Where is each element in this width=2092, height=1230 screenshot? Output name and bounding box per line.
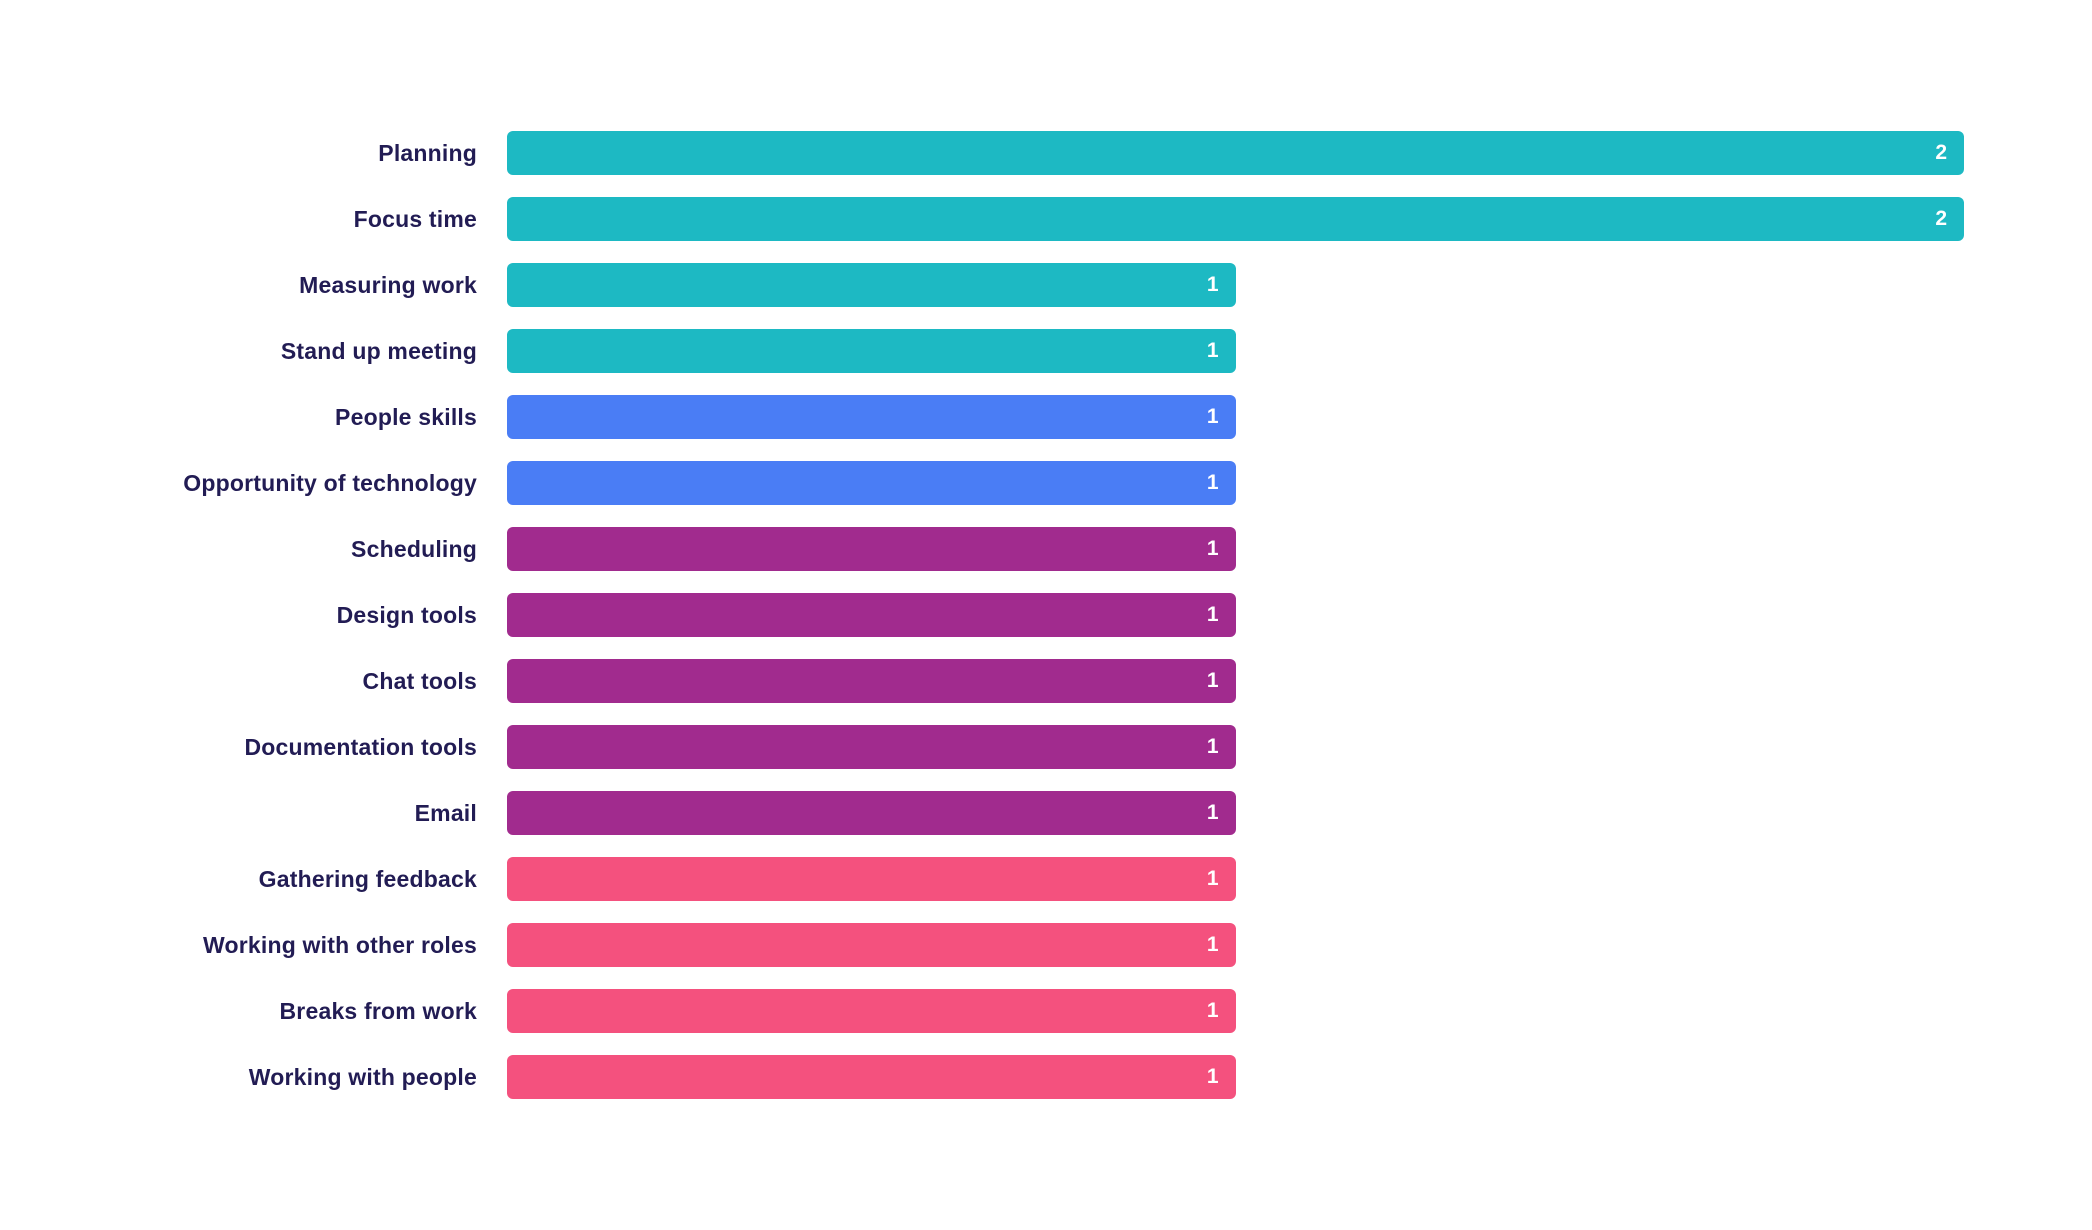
bar: 1 bbox=[507, 329, 1236, 373]
category-label: People skills bbox=[335, 403, 477, 430]
bar-row: Measuring work 1 bbox=[0, 252, 1964, 318]
bar-row: People skills 1 bbox=[0, 384, 1964, 450]
bar-value-label: 2 bbox=[1935, 207, 1947, 230]
bar-track: 1 bbox=[507, 263, 1964, 307]
category-label: Documentation tools bbox=[244, 733, 477, 760]
bar-value-label: 1 bbox=[1206, 537, 1219, 560]
bar-row: Design tools 1 bbox=[0, 582, 1964, 648]
bar-value-label: 1 bbox=[1206, 405, 1219, 428]
bar-value-label: 1 bbox=[1206, 273, 1219, 296]
category-label: Working with other roles bbox=[202, 931, 477, 958]
bar-value-label: 1 bbox=[1206, 669, 1219, 692]
bar-row: Working with people 1 bbox=[0, 1044, 1964, 1110]
bar-value-label: 1 bbox=[1206, 999, 1219, 1022]
bar-value-label: 1 bbox=[1206, 603, 1219, 626]
bar: 1 bbox=[507, 989, 1236, 1033]
category-label: Scheduling bbox=[351, 535, 477, 562]
bar-value-label: 2 bbox=[1935, 141, 1947, 164]
bar-row: Email 1 bbox=[0, 780, 1964, 846]
bar-track: 2 bbox=[507, 131, 1964, 175]
bar: 1 bbox=[507, 659, 1236, 703]
bar-value-label: 1 bbox=[1206, 867, 1219, 890]
bar-chart: Planning 2 Focus time 2 Measuring work 1 Stand… bbox=[0, 120, 1964, 1110]
category-label: Stand up meeting bbox=[280, 337, 477, 364]
category-label: Opportunity of technology bbox=[183, 469, 477, 496]
category-label: Chat tools bbox=[362, 667, 477, 694]
category-label: Breaks from work bbox=[279, 997, 477, 1024]
category-label: Gathering feedback bbox=[258, 865, 477, 892]
bar-track: 2 bbox=[507, 197, 1964, 241]
bar-row: Stand up meeting 1 bbox=[0, 318, 1964, 384]
bar-value-label: 1 bbox=[1206, 339, 1219, 362]
bar: 1 bbox=[507, 527, 1236, 571]
bar: 1 bbox=[507, 1055, 1236, 1099]
category-label: Design tools bbox=[336, 601, 477, 628]
bar-row: Planning 2 bbox=[0, 120, 1964, 186]
bar-row: Chat tools 1 bbox=[0, 648, 1964, 714]
bar-value-label: 1 bbox=[1206, 735, 1219, 758]
bar: 1 bbox=[507, 263, 1236, 307]
category-label: Email bbox=[414, 799, 477, 826]
bar: 1 bbox=[507, 725, 1236, 769]
bar: 2 bbox=[507, 197, 1964, 241]
bar-value-label: 1 bbox=[1206, 801, 1219, 824]
bar-track: 1 bbox=[507, 527, 1964, 571]
bar-track: 1 bbox=[507, 725, 1964, 769]
bar-track: 1 bbox=[507, 923, 1964, 967]
bar-track: 1 bbox=[507, 857, 1964, 901]
bar-row: Working with other roles 1 bbox=[0, 912, 1964, 978]
bar: 1 bbox=[507, 593, 1236, 637]
category-label: Working with people bbox=[248, 1063, 477, 1090]
bar-row: Gathering feedback 1 bbox=[0, 846, 1964, 912]
bar: 1 bbox=[507, 791, 1236, 835]
bar-track: 1 bbox=[507, 395, 1964, 439]
bar-row: Opportunity of technology 1 bbox=[0, 450, 1964, 516]
bar: 1 bbox=[507, 395, 1236, 439]
bar-track: 1 bbox=[507, 989, 1964, 1033]
bar: 1 bbox=[507, 857, 1236, 901]
bar-track: 1 bbox=[507, 329, 1964, 373]
bar-row: Documentation tools 1 bbox=[0, 714, 1964, 780]
bar-row: Scheduling 1 bbox=[0, 516, 1964, 582]
bar: 2 bbox=[507, 131, 1964, 175]
bar-value-label: 1 bbox=[1206, 471, 1219, 494]
category-label: Planning bbox=[378, 139, 477, 166]
bar-track: 1 bbox=[507, 593, 1964, 637]
category-label: Measuring work bbox=[299, 271, 477, 298]
bar-value-label: 1 bbox=[1206, 1065, 1219, 1088]
bar-track: 1 bbox=[507, 1055, 1964, 1099]
bar-row: Breaks from work 1 bbox=[0, 978, 1964, 1044]
bar-row: Focus time 2 bbox=[0, 186, 1964, 252]
bar-track: 1 bbox=[507, 791, 1964, 835]
bar: 1 bbox=[507, 923, 1236, 967]
bar: 1 bbox=[507, 461, 1236, 505]
bar-track: 1 bbox=[507, 659, 1964, 703]
category-label: Focus time bbox=[353, 205, 477, 232]
bar-track: 1 bbox=[507, 461, 1964, 505]
bar-value-label: 1 bbox=[1206, 933, 1219, 956]
